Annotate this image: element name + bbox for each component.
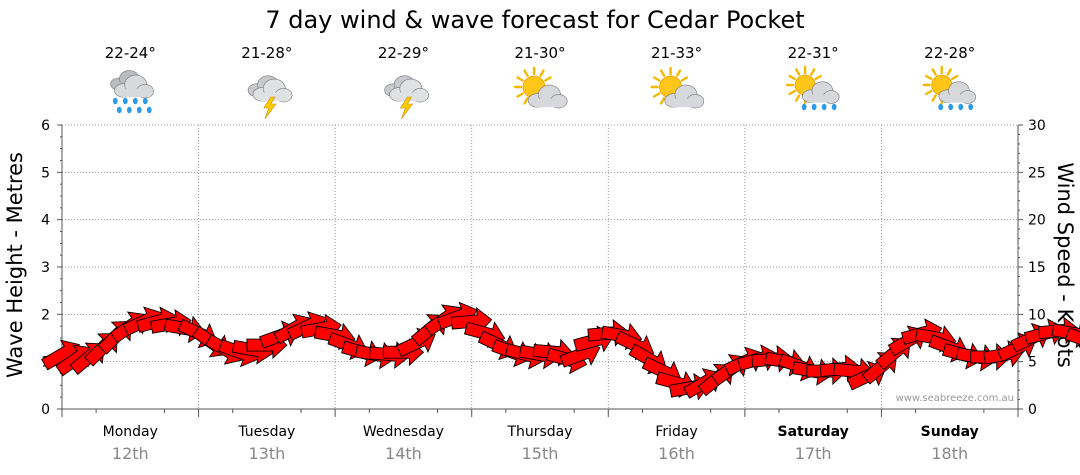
day-date-label: 14th	[385, 444, 422, 463]
right-axis-ticks: 0 5 10 15 20 25 30	[1018, 118, 1046, 418]
right-tick-label: 15	[1028, 260, 1046, 276]
day-name-label: Sunday	[921, 424, 979, 440]
day-temp-range: 21-33°	[651, 44, 702, 62]
day-name-label: Tuesday	[237, 424, 295, 440]
left-tick-label: 6	[41, 118, 50, 134]
right-tick-label: 25	[1028, 165, 1046, 181]
left-tick-label: 2	[41, 307, 50, 323]
right-tick-label: 0	[1028, 402, 1037, 418]
sun-shower-icon	[922, 65, 977, 111]
partly-cloudy-icon	[513, 66, 568, 109]
left-tick-label: 5	[41, 165, 50, 181]
day-date-label: 13th	[248, 444, 285, 463]
right-tick-label: 5	[1028, 355, 1037, 371]
left-axis-title: Wave Height - Metres	[3, 152, 27, 378]
chart-title: 7 day wind & wave forecast for Cedar Poc…	[265, 6, 804, 34]
sun-shower-icon	[785, 65, 840, 111]
day-temp-range: 22-31°	[788, 44, 839, 62]
rain-cloud-icon	[110, 70, 154, 114]
right-tick-label: 10	[1028, 307, 1046, 323]
day-date-label: 17th	[795, 444, 832, 463]
left-axis-ticks: 0123456	[41, 118, 62, 418]
day-name-label: Wednesday	[363, 424, 444, 440]
left-tick-label: 0	[41, 402, 50, 418]
wind-arrow	[1064, 327, 1080, 356]
day-forecast-header: 22-24° 21-28° 22-29° 21-30° 21-33° 22-31° 22-2…	[105, 44, 977, 120]
right-tick-label: 20	[1028, 213, 1046, 229]
day-date-label: 15th	[522, 444, 559, 463]
day-temp-range: 22-24°	[105, 44, 156, 62]
day-name-label: Friday	[655, 424, 697, 440]
day-temp-range: 22-29°	[378, 44, 429, 62]
grid	[62, 124, 1018, 409]
day-labels: Monday 12th Tuesday 13th Wednesday 14th Thursd…	[61, 409, 1019, 463]
day-date-label: 18th	[931, 444, 968, 463]
wind-arrows	[41, 301, 1080, 401]
right-tick-label: 30	[1028, 118, 1046, 134]
day-name-label: Thursday	[506, 424, 572, 440]
thunderstorm-icon	[247, 75, 293, 120]
day-name-label: Saturday	[778, 424, 849, 440]
day-date-label: 16th	[658, 444, 695, 463]
day-name-label: Monday	[103, 424, 158, 440]
day-date-label: 12th	[112, 444, 149, 463]
left-tick-label: 3	[41, 260, 50, 276]
day-temp-range: 21-30°	[514, 44, 565, 62]
credit-text: www.seabreeze.com.au	[896, 393, 1014, 404]
day-temp-range: 21-28°	[241, 44, 292, 62]
partly-cloudy-icon	[650, 66, 705, 109]
day-temp-range: 22-28°	[924, 44, 975, 62]
left-tick-label: 4	[41, 213, 50, 229]
thunderstorm-icon	[384, 75, 429, 120]
